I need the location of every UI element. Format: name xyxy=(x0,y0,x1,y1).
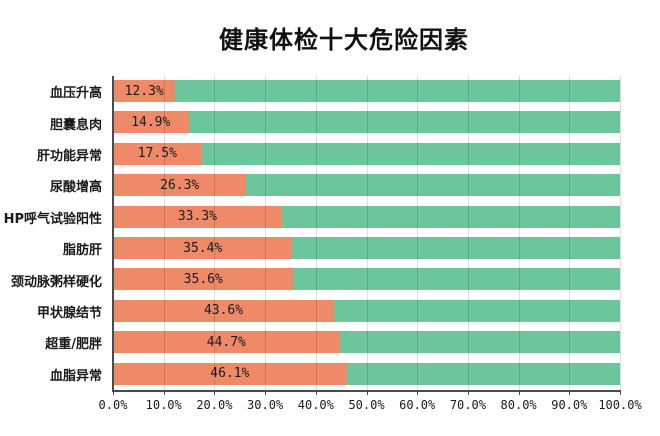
value-bar-segment: 35.6% xyxy=(113,268,294,291)
remainder-bar-segment xyxy=(188,111,620,134)
gridline xyxy=(265,76,267,390)
remainder-bar-segment xyxy=(201,142,620,165)
bar-row: 43.6% xyxy=(113,296,620,327)
category-label: 甲状腺结节 xyxy=(36,306,102,322)
category-label: 血脂异常 xyxy=(49,368,102,384)
gridline xyxy=(620,76,621,390)
x-tick-label: 20.0% xyxy=(196,398,233,412)
y-axis-line xyxy=(112,76,114,390)
value-bar-segment: 46.1% xyxy=(113,362,347,385)
category-labels: 血压升高胆囊息肉肝功能异常尿酸增高 HP呼气试验阳性脂肪肝颈动脉粥样硬化甲状腺结节… xyxy=(0,76,107,390)
category-label: 超重/肥胖 xyxy=(45,337,102,353)
bar-row: 17.5% xyxy=(113,139,620,170)
x-tick-mark xyxy=(214,390,216,395)
value-label: 17.5% xyxy=(137,146,177,162)
bar-row: 44.7% xyxy=(113,327,620,358)
value-bar-segment: 14.9% xyxy=(113,111,189,134)
value-bar-segment: 33.3% xyxy=(113,205,282,228)
value-bar-segment: 17.5% xyxy=(113,142,202,165)
x-tick-mark xyxy=(265,390,267,395)
value-label: 14.9% xyxy=(131,114,171,130)
bar-row: 35.6% xyxy=(113,264,620,295)
gridline xyxy=(417,76,419,390)
bar-row: 26.3% xyxy=(113,170,620,201)
remainder-bar-segment xyxy=(334,299,620,322)
value-bar-segment: 43.6% xyxy=(113,299,335,322)
bar-row: 46.1% xyxy=(113,359,620,390)
remainder-bar-segment xyxy=(292,237,620,260)
category-label: 尿酸增高 xyxy=(49,180,102,196)
category-label: 脂肪肝 xyxy=(62,243,102,259)
gridline xyxy=(467,76,469,390)
x-tick-mark xyxy=(569,390,571,395)
x-tick-label: 30.0% xyxy=(247,398,284,412)
gridline xyxy=(163,76,165,390)
bar-rows: 12.3% 14.9% 17.5% 26.3% 33.3% 35.4% 35.6% 43.6%… xyxy=(113,76,620,390)
plot-area: 12.3% 14.9% 17.5% 26.3% 33.3% 35.4% 35.6% 43.6%… xyxy=(99,76,642,412)
category-label: 颈动脉粥样硬化 xyxy=(10,274,102,290)
x-tick-label: 100.0% xyxy=(598,398,642,412)
stacked-bar: 26.3% xyxy=(113,174,620,197)
stacked-bar: 46.1% xyxy=(113,362,620,385)
bar-row: 33.3% xyxy=(113,202,620,233)
value-label: 35.6% xyxy=(183,271,223,287)
value-label: 26.3% xyxy=(160,177,200,193)
value-label: 12.3% xyxy=(124,83,164,99)
bar-row: 12.3% xyxy=(113,76,620,107)
category-label: 胆囊息肉 xyxy=(49,117,102,133)
stacked-bar: 17.5% xyxy=(113,142,620,165)
x-tick-mark xyxy=(417,390,419,395)
remainder-bar-segment xyxy=(175,80,620,102)
x-tick-label: 40.0% xyxy=(297,398,334,412)
remainder-bar-segment xyxy=(293,268,620,291)
bar-row: 35.4% xyxy=(113,233,620,264)
value-label: 44.7% xyxy=(206,334,246,350)
x-tick-label: 70.0% xyxy=(449,398,486,412)
x-tick-label: 60.0% xyxy=(399,398,436,412)
value-bar-segment: 35.4% xyxy=(113,237,293,260)
x-tick-label: 80.0% xyxy=(500,398,537,412)
x-tick-label: 0.0% xyxy=(98,398,128,412)
category-label: HP呼气试验阳性 xyxy=(3,211,102,227)
stacked-bar: 35.6% xyxy=(113,268,620,291)
gridline xyxy=(366,76,368,390)
remainder-bar-segment xyxy=(246,174,620,197)
x-tick-label: 90.0% xyxy=(551,398,588,412)
value-bar-segment: 44.7% xyxy=(113,331,340,354)
value-label: 33.3% xyxy=(177,209,217,225)
chart-title: 健康体检十大危险因素 xyxy=(219,25,469,54)
value-bar-segment: 12.3% xyxy=(113,80,176,102)
remainder-bar-segment xyxy=(281,205,620,228)
stacked-bar: 35.4% xyxy=(113,237,620,260)
stacked-bar: 14.9% xyxy=(113,111,620,134)
x-tick-mark xyxy=(315,390,317,395)
value-label: 46.1% xyxy=(210,366,250,382)
value-bar-segment: 26.3% xyxy=(113,174,247,197)
gridline xyxy=(214,76,216,390)
remainder-bar-segment xyxy=(346,362,620,385)
gridline xyxy=(315,76,317,390)
x-tick-mark xyxy=(518,390,520,395)
x-tick-mark xyxy=(366,390,368,395)
category-label: 肝功能异常 xyxy=(36,149,102,165)
gridline xyxy=(518,76,520,390)
gridline xyxy=(569,76,571,390)
stacked-bar: 33.3% xyxy=(113,205,620,228)
x-tick-mark xyxy=(163,390,165,395)
stacked-bar: 43.6% xyxy=(113,299,620,322)
stacked-bar: 44.7% xyxy=(113,331,620,354)
bar-row: 14.9% xyxy=(113,107,620,138)
x-tick-label: 50.0% xyxy=(348,398,385,412)
x-tick-mark xyxy=(620,390,621,395)
stacked-bar: 12.3% xyxy=(113,80,620,102)
x-tick-mark xyxy=(467,390,469,395)
x-tick-mark xyxy=(113,390,114,395)
value-label: 35.4% xyxy=(183,240,223,256)
category-label: 血压升高 xyxy=(49,86,102,102)
value-label: 43.6% xyxy=(203,303,244,319)
x-tick-label: 10.0% xyxy=(145,398,182,412)
remainder-bar-segment xyxy=(339,331,620,354)
